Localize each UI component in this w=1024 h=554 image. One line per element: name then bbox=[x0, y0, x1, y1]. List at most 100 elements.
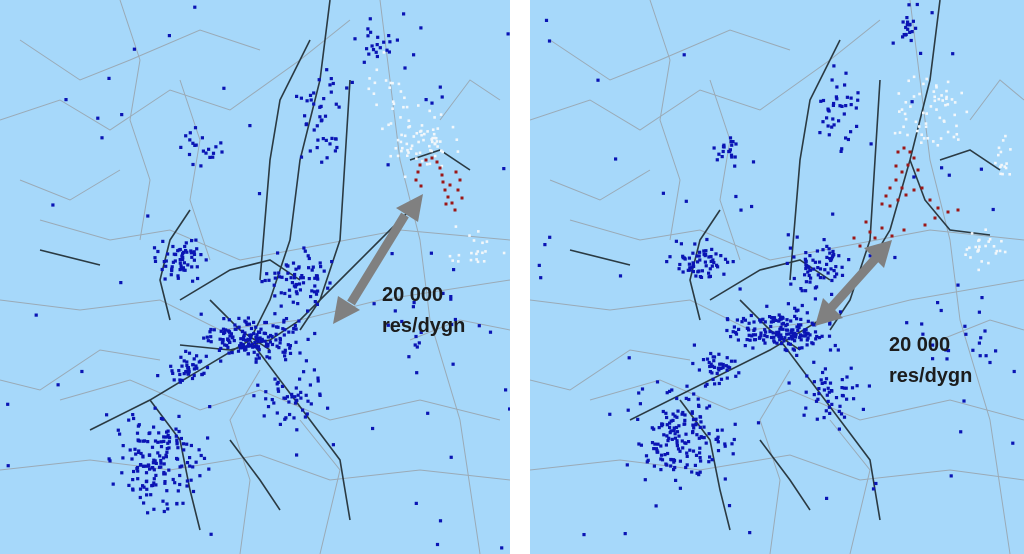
zone-marker bbox=[856, 98, 860, 102]
zone-marker bbox=[314, 292, 319, 296]
zone-marker bbox=[964, 332, 968, 336]
zone-marker bbox=[251, 345, 255, 349]
zone-marker bbox=[190, 239, 194, 243]
zone-marker bbox=[227, 340, 232, 344]
zone-marker bbox=[678, 486, 682, 490]
zone-marker bbox=[211, 151, 216, 155]
zone-marker bbox=[433, 142, 437, 146]
zone-marker bbox=[960, 91, 963, 95]
zone-marker bbox=[817, 392, 821, 396]
zone-marker bbox=[811, 258, 815, 262]
zone-marker bbox=[731, 330, 735, 334]
zone-marker bbox=[288, 412, 292, 417]
zone-marker bbox=[720, 155, 724, 159]
zone-marker bbox=[208, 405, 212, 409]
zone-marker bbox=[825, 116, 829, 120]
zone-marker bbox=[319, 119, 323, 123]
zone-marker bbox=[175, 442, 179, 446]
zone-marker bbox=[999, 165, 1002, 169]
zone-marker bbox=[185, 360, 189, 364]
zone-marker bbox=[1003, 165, 1006, 168]
zone-marker bbox=[436, 127, 440, 130]
zone-marker bbox=[830, 125, 834, 129]
zone-marker bbox=[387, 123, 390, 127]
zone-marker bbox=[191, 489, 196, 494]
zone-marker bbox=[271, 324, 275, 328]
zone-marker bbox=[777, 334, 781, 339]
zone-marker bbox=[290, 395, 294, 399]
zone-marker bbox=[345, 86, 349, 90]
zone-marker bbox=[293, 272, 297, 277]
zone-marker bbox=[830, 292, 834, 296]
minor-road-network bbox=[530, 0, 1024, 554]
zone-marker bbox=[657, 426, 661, 430]
zone-marker bbox=[861, 407, 865, 411]
zone-marker bbox=[702, 425, 706, 429]
zone-marker bbox=[916, 168, 920, 172]
zone-marker bbox=[153, 406, 157, 410]
zone-marker bbox=[695, 433, 699, 437]
zone-marker bbox=[326, 286, 330, 290]
flow-label-value: 20 000 bbox=[382, 284, 444, 306]
map-panel-after: 20 000 res/dygn bbox=[530, 0, 1024, 554]
zone-marker bbox=[207, 147, 211, 151]
zone-marker bbox=[685, 454, 689, 458]
zone-marker bbox=[178, 482, 182, 487]
zone-marker bbox=[837, 254, 841, 258]
zone-marker bbox=[188, 464, 192, 468]
zone-marker bbox=[425, 163, 429, 166]
zone-marker bbox=[902, 228, 906, 232]
zone-marker bbox=[263, 339, 267, 343]
zone-marker bbox=[677, 434, 681, 438]
zone-marker bbox=[944, 103, 947, 107]
zone-marker bbox=[637, 442, 641, 446]
zone-marker bbox=[294, 267, 298, 271]
zone-marker bbox=[671, 412, 675, 416]
zone-marker bbox=[446, 195, 450, 199]
zone-marker bbox=[318, 393, 322, 397]
zone-marker bbox=[295, 453, 299, 457]
zone-marker bbox=[472, 239, 476, 242]
zone-marker bbox=[937, 97, 941, 101]
zone-marker bbox=[195, 265, 199, 269]
zone-marker bbox=[259, 327, 263, 331]
zone-marker bbox=[830, 278, 834, 283]
zone-marker bbox=[435, 542, 440, 547]
zone-marker bbox=[233, 323, 237, 327]
zone-marker bbox=[826, 386, 830, 390]
zone-marker bbox=[504, 388, 508, 392]
zone-marker bbox=[707, 404, 712, 408]
zone-marker bbox=[388, 40, 392, 44]
zone-marker bbox=[711, 258, 715, 262]
zone-marker bbox=[389, 81, 393, 85]
zone-marker bbox=[228, 334, 232, 338]
zone-marker bbox=[819, 378, 823, 382]
zone-marker bbox=[821, 370, 825, 375]
zone-marker bbox=[692, 343, 696, 347]
zone-marker bbox=[191, 141, 195, 145]
zone-marker bbox=[698, 446, 702, 450]
zone-marker bbox=[391, 100, 395, 103]
zone-marker bbox=[729, 140, 733, 144]
zone-marker bbox=[799, 338, 803, 342]
zone-marker bbox=[1009, 148, 1012, 151]
zone-marker bbox=[721, 366, 725, 370]
zone-marker bbox=[691, 261, 695, 265]
zone-marker bbox=[678, 449, 682, 453]
zone-marker bbox=[258, 336, 262, 340]
zone-marker bbox=[711, 377, 715, 381]
zone-marker bbox=[691, 361, 695, 366]
zone-marker bbox=[687, 397, 691, 402]
zone-marker bbox=[771, 331, 775, 335]
zone-marker bbox=[502, 167, 506, 171]
zone-marker bbox=[241, 337, 246, 342]
zone-marker bbox=[189, 443, 193, 448]
zone-marker bbox=[403, 134, 407, 138]
zone-marker bbox=[931, 357, 935, 361]
zone-marker bbox=[826, 271, 830, 275]
zone-marker bbox=[970, 232, 974, 235]
zone-marker bbox=[661, 409, 665, 414]
zone-marker bbox=[681, 410, 685, 415]
zone-marker bbox=[791, 334, 795, 338]
zone-marker bbox=[808, 254, 812, 258]
